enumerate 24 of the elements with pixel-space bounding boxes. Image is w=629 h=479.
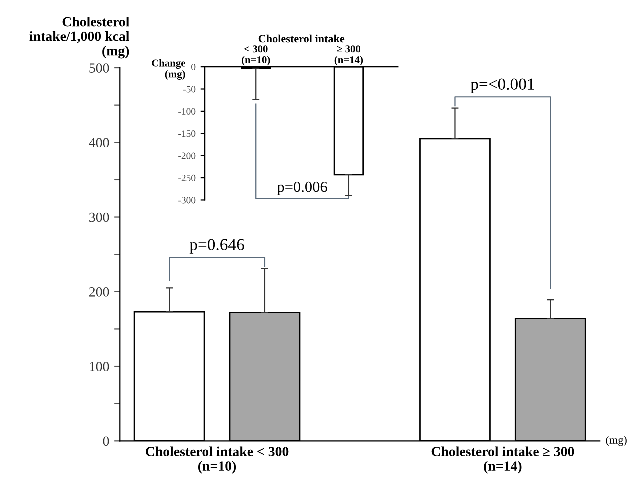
y-tick-label: 200 [90, 287, 110, 297]
y-tick-label: 500 [90, 64, 110, 73]
y-tick-label: 300 [90, 212, 110, 222]
y-tick-label: -50 [183, 86, 196, 93]
y-tick-label: -100 [178, 108, 196, 115]
text: (mg) [606, 436, 627, 446]
annotation: p=<0.001 [470, 78, 534, 94]
y-tick-label: 0 [103, 436, 110, 446]
y-tick-label: -250 [178, 174, 196, 182]
annotation: p=0.006 [277, 182, 328, 196]
y-tick-label: 400 [89, 138, 110, 148]
y-tick-label: -150 [178, 130, 196, 138]
x-axis-title: Cholesterol intake [258, 34, 345, 43]
annotation: p=0.646 [190, 239, 244, 254]
y-axis-title: Change (mg) [152, 59, 186, 80]
y-axis-title: Cholesterol intake/1,000 kcal (mg) [30, 16, 130, 59]
y-tick-label: 0 [192, 64, 196, 71]
x-tick-label: < 300 (n=10) [242, 46, 270, 66]
y-tick-label: 100 [90, 362, 110, 372]
x-tick-label: Cholesterol intake < 300 (n=10) [146, 446, 289, 474]
y-tick-label: -200 [178, 152, 196, 160]
x-tick-label: Cholesterol intake ≥ 300 (n=14) [432, 446, 574, 474]
y-tick-label: -300 [178, 197, 196, 204]
x-tick-label: ≥ 300 (n=14) [334, 46, 364, 66]
